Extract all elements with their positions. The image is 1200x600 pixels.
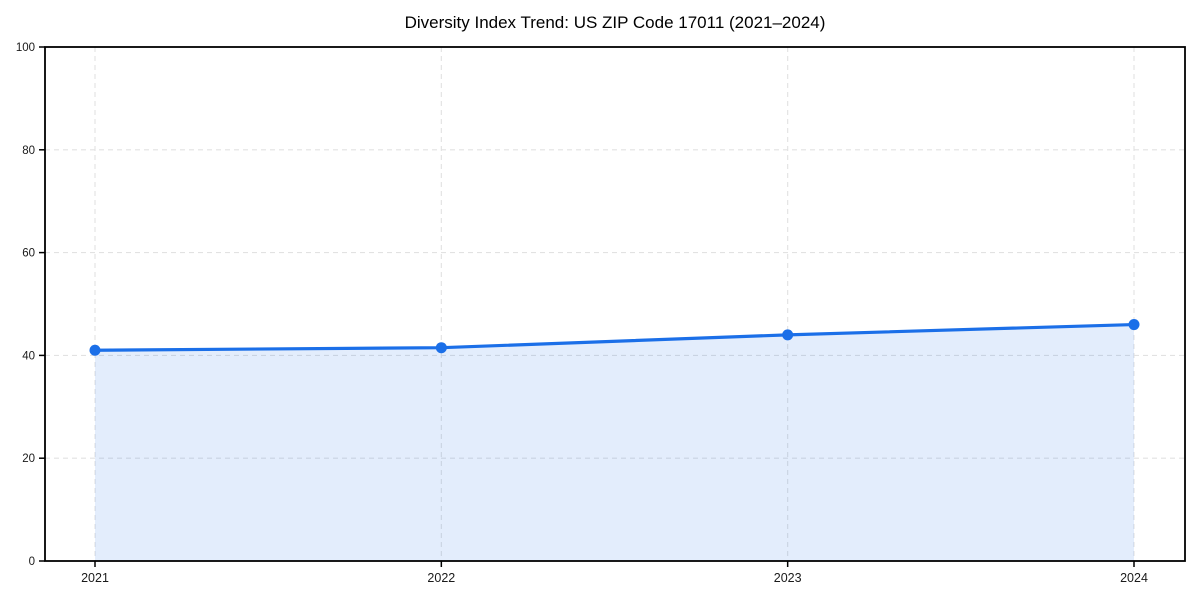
y-tick-label: 40 [22,350,35,362]
data-point-2022 [435,342,447,354]
y-tick-label: 0 [29,556,35,568]
y-tick-label: 20 [22,453,35,465]
trend-line [93,322,1136,352]
data-point-2021 [89,344,101,356]
y-tick-label: 100 [16,42,35,54]
x-tick-label: 2022 [427,571,455,585]
y-tick-label: 80 [22,145,35,157]
x-tick-label: 2024 [1120,571,1148,585]
plot-border [44,46,1186,562]
data-point-2023 [782,329,794,341]
chart-title: Diversity Index Trend: US ZIP Code 17011… [404,13,826,32]
x-tick-label: 2023 [774,571,802,585]
x-tick-label: 2021 [81,571,109,585]
data-point-2024 [1128,319,1140,331]
y-tick-label: 60 [22,248,35,260]
area-fill [95,324,1134,561]
